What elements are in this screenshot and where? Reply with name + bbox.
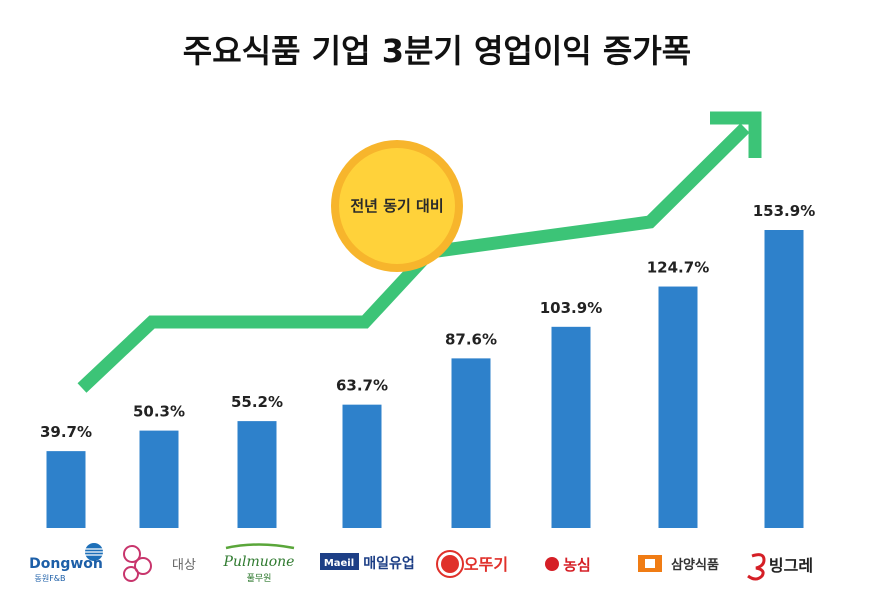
logo-maeil: Maeil 매일유업 [320, 553, 415, 572]
logo-pulmuone-text: Pulmuone [223, 554, 295, 570]
logo-daesang-text: 대상 [172, 558, 196, 573]
value-label-4: 87.6% [445, 330, 497, 348]
bar-0 [46, 451, 86, 528]
value-labels: 39.7% 50.3% 55.2% 63.7% 87.6% 103.9% 124.7% 153… [40, 202, 815, 441]
bar-4 [451, 358, 491, 528]
logo-ottogi: 오뚜기 [436, 550, 508, 578]
chart-title: 주요식품 기업 3분기 영업이익 증가폭 [183, 32, 691, 70]
logo-daesang: 대상 [123, 545, 196, 582]
bar-7 [764, 230, 804, 528]
bar-3 [342, 404, 382, 528]
logo-pulmuone-sub: 풀무원 [247, 573, 272, 584]
value-label-0: 39.7% [40, 423, 92, 441]
comparison-badge: 전년 동기 대비 [331, 140, 463, 272]
badge-label: 전년 동기 대비 [350, 197, 443, 215]
logo-ottogi-text: 오뚜기 [464, 555, 508, 574]
value-label-2: 55.2% [231, 393, 283, 411]
bar-6 [658, 286, 698, 528]
bar-2 [237, 421, 277, 528]
value-label-5: 103.9% [540, 299, 602, 317]
logo-dongwon-sub: 동원F&B [34, 574, 65, 583]
logo-samyang: 삼양식품 [638, 555, 719, 573]
value-label-1: 50.3% [133, 403, 185, 421]
logo-nongshim: 농심 [545, 556, 591, 574]
logo-pulmuone: Pulmuone 풀무원 [223, 543, 295, 584]
logo-dongwon: Dongwon 동원F&B [29, 543, 103, 583]
bar-series [46, 230, 804, 528]
value-label-6: 124.7% [647, 259, 709, 277]
logo-binggrae: 빙그레 [747, 553, 813, 581]
logo-samyang-text: 삼양식품 [671, 557, 719, 573]
growth-arrow [77, 111, 762, 393]
logo-maeil-text: 매일유업 [363, 556, 415, 572]
logo-binggrae-text: 빙그레 [769, 556, 813, 575]
bar-5 [551, 326, 591, 528]
value-label-7: 153.9% [753, 202, 815, 220]
logo-maeil-mark: Maeil [324, 558, 354, 569]
logo-nongshim-text: 농심 [563, 556, 591, 574]
value-label-3: 63.7% [336, 377, 388, 395]
logo-dongwon-text: Dongwon [29, 556, 103, 572]
company-logos: Dongwon 동원F&B 대상 Pulmuone 풀무원 Maeil 매일유업… [29, 543, 813, 584]
bar-1 [139, 430, 179, 528]
